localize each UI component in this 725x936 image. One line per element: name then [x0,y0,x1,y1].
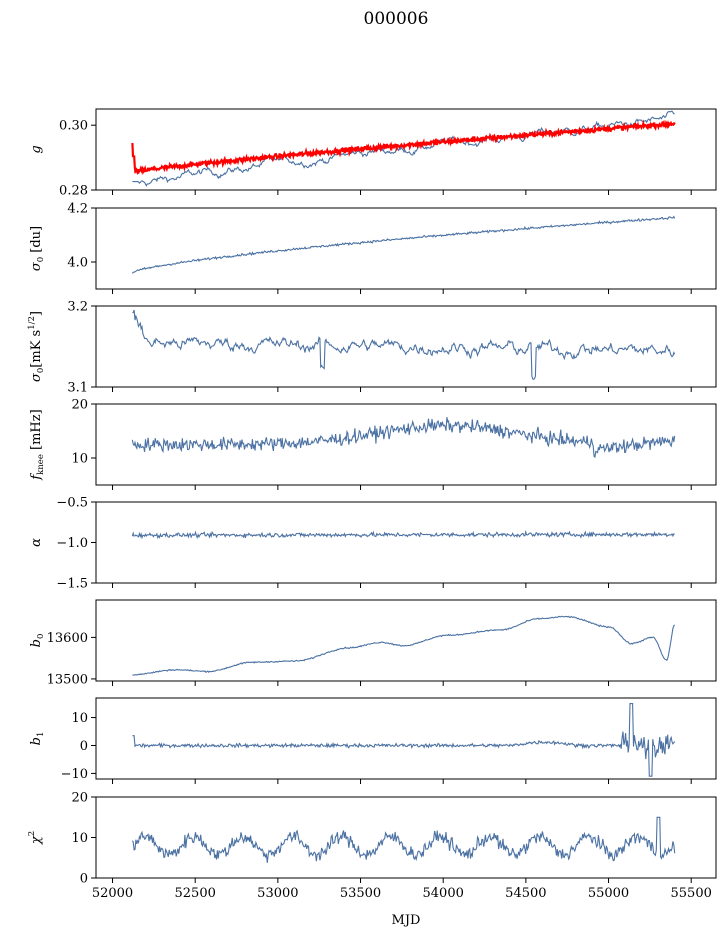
panel-chi2: 0 10 20 52000 52500 53000 53500 54000 54500 55000… [27,791,717,901]
x-tick-label: 53500 [340,886,381,901]
y-tick-label: −0.5 [56,496,88,511]
y-axis-label: χ2 [27,831,44,845]
y-tick-label: 10 [71,711,88,726]
y-tick-label: −1.5 [56,577,88,592]
y-tick-label: 20 [71,791,88,806]
y-axis-label: g [29,145,44,153]
x-tick-label: 53000 [257,886,298,901]
series-line-alpha [131,529,675,540]
y-tick-label: 3.1 [67,381,88,396]
y-tick-label: 4.0 [67,256,88,271]
y-tick-label: 10 [71,831,88,846]
y-tick-label: 0 [80,739,88,754]
series-line-gain [132,110,675,187]
y-tick-label: −10 [61,767,88,782]
axes-frame [95,501,717,584]
axes-frame [95,599,717,682]
y-axis-label: b1 [29,732,46,746]
figure-title: 000006 [364,9,429,29]
x-axis-label: MJD [392,913,421,928]
y-axis-label: b0 [29,634,46,648]
panel-gain: 0.28 0.30 g [29,108,717,199]
panel-alpha: −1.5 −1.0 −0.5 α [29,496,717,592]
y-tick-label: 10 [71,452,88,467]
x-tick-label: 55000 [588,886,629,901]
axes-frame [95,403,717,486]
y-tick-label: 13600 [47,631,88,646]
y-tick-label: 0 [80,872,88,887]
y-axis-label: fknee [mHz] [29,409,46,480]
series-line-sigma0-mk [132,309,676,380]
series-line-chi2 [131,816,676,863]
y-axis-label: σ0 [du] [29,226,46,271]
y-tick-label: 20 [71,398,88,413]
x-tick-label: 54000 [423,886,464,901]
series-line-fknee [131,417,676,459]
axes-frame [95,108,717,191]
series-line-gain-fit [131,119,676,176]
axes-frame [95,305,717,388]
panel-sigma0-du: 4.0 4.2 σ0 [du] [29,202,717,294]
series-line-b1 [132,703,676,777]
axes-frame [95,697,717,780]
y-tick-label: 4.2 [67,202,88,217]
series-line-sigma0-du [131,215,676,274]
series-line-b0 [132,615,676,676]
y-axis-label: α [29,538,44,547]
y-tick-label: 3.2 [67,300,88,315]
x-tick-label: 52000 [92,886,133,901]
panels: 0.28 0.30 g 4.0 4.2 σ0 [du] 3.1 3.2 σ0[mK s1/2] 1… [27,108,717,901]
panel-b1: −10 0 10 b1 [29,697,717,784]
x-tick-label: 54500 [505,886,546,901]
y-tick-label: 13500 [47,672,88,687]
y-axis-label: σ0[mK s1/2] [27,311,46,382]
y-tick-label: 0.28 [59,184,88,199]
y-tick-label: −1.0 [56,536,88,551]
panel-sigma0-mk: 3.1 3.2 σ0[mK s1/2] [27,300,717,396]
x-tick-label: 55500 [671,886,712,901]
panel-fknee: 10 20 fknee [mHz] [29,398,717,490]
y-tick-label: 0.30 [59,119,88,134]
axes-frame [95,207,717,290]
x-tick-label: 52500 [175,886,216,901]
